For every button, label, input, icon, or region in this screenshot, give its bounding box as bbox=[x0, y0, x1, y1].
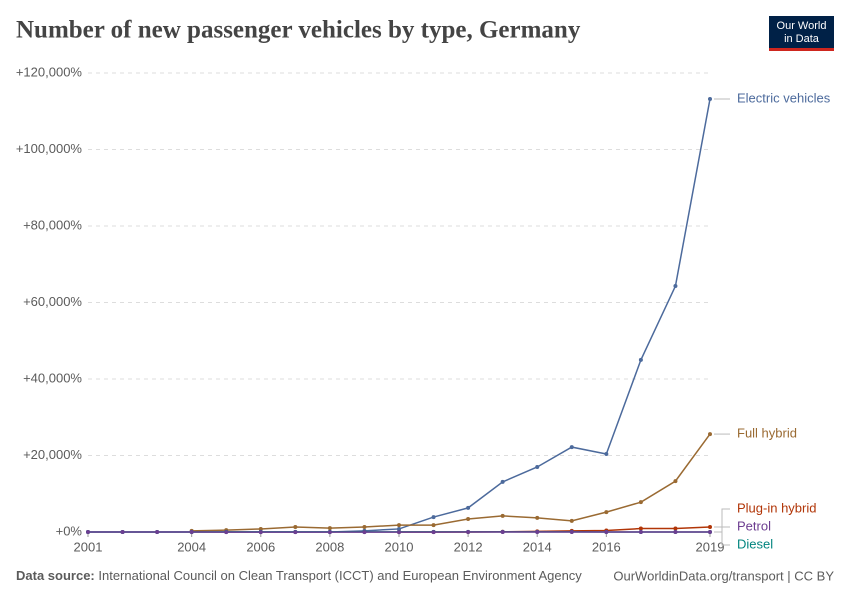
data-point bbox=[673, 284, 678, 289]
logo-box bbox=[769, 16, 834, 50]
data-point bbox=[535, 515, 540, 520]
x-tick-label: 2010 bbox=[385, 539, 414, 554]
data-point bbox=[673, 529, 678, 534]
data-point bbox=[327, 530, 332, 535]
source-text: International Council on Clean Transport… bbox=[98, 568, 582, 583]
data-point bbox=[466, 505, 471, 510]
x-tick-label: 2014 bbox=[523, 539, 552, 554]
credit[interactable]: OurWorldinData.org/transport | CC BY bbox=[613, 568, 834, 583]
label-connector bbox=[714, 508, 730, 528]
data-point bbox=[673, 479, 678, 484]
data-point bbox=[120, 530, 125, 535]
data-point bbox=[327, 526, 332, 531]
legend-label: Plug-in hybrid bbox=[737, 500, 817, 515]
data-point bbox=[604, 530, 609, 534]
data-point bbox=[224, 530, 229, 535]
data-point bbox=[500, 530, 505, 535]
source: Data source: International Council on Cl… bbox=[16, 568, 582, 583]
data-point bbox=[708, 529, 712, 534]
data-point bbox=[569, 518, 574, 523]
logo-text: in Data bbox=[784, 33, 820, 45]
data-point bbox=[500, 479, 505, 484]
data-point bbox=[569, 445, 574, 450]
y-tick-label: +80,000% bbox=[23, 217, 82, 232]
data-point bbox=[638, 529, 643, 534]
data-point bbox=[258, 530, 263, 535]
data-point bbox=[397, 523, 401, 528]
legend-label: Full hybrid bbox=[737, 426, 797, 441]
label-connector bbox=[714, 526, 730, 533]
y-tick-label: +0% bbox=[56, 523, 83, 538]
data-point bbox=[466, 516, 471, 521]
data-point bbox=[569, 530, 574, 535]
data-point bbox=[708, 525, 712, 530]
data-point bbox=[638, 500, 643, 505]
logo-text: Our World bbox=[777, 20, 827, 32]
y-tick-label: +100,000% bbox=[16, 141, 83, 156]
y-tick-label: +60,000% bbox=[23, 294, 82, 309]
data-point bbox=[362, 525, 367, 530]
data-point bbox=[604, 510, 609, 515]
y-tick-label: +40,000% bbox=[23, 370, 82, 385]
data-point bbox=[638, 526, 643, 531]
x-tick-label: 2016 bbox=[592, 539, 621, 554]
data-point bbox=[362, 530, 367, 535]
data-point bbox=[155, 530, 160, 535]
data-point bbox=[466, 530, 471, 535]
legend-label: Petrol bbox=[737, 518, 771, 533]
data-point bbox=[258, 526, 263, 531]
data-point bbox=[500, 513, 505, 518]
data-point bbox=[293, 530, 298, 535]
data-point bbox=[431, 530, 436, 535]
data-point bbox=[708, 97, 712, 102]
chart-title: Number of new passenger vehicles by type… bbox=[16, 17, 581, 44]
x-tick-label: 2008 bbox=[315, 539, 344, 554]
data-point bbox=[431, 523, 436, 528]
source-label: Data source: bbox=[16, 568, 95, 583]
y-tick-label: +20,000% bbox=[23, 447, 82, 462]
x-tick-label: 2019 bbox=[696, 539, 725, 554]
data-point bbox=[673, 526, 678, 531]
data-point bbox=[708, 432, 712, 437]
data-point bbox=[86, 530, 90, 534]
logo-bar bbox=[769, 48, 834, 51]
x-tick-label: 2004 bbox=[177, 539, 206, 554]
x-tick-label: 2012 bbox=[454, 539, 483, 554]
x-tick-label: 2006 bbox=[246, 539, 275, 554]
data-point bbox=[638, 357, 643, 362]
data-point bbox=[604, 451, 609, 456]
data-point bbox=[431, 515, 436, 520]
series-line bbox=[191, 433, 711, 532]
legend-label: Diesel bbox=[737, 536, 773, 551]
legend-label: Electric vehicles bbox=[737, 90, 831, 105]
data-point bbox=[397, 526, 401, 531]
data-point bbox=[535, 464, 540, 469]
data-point bbox=[189, 530, 194, 535]
x-tick-label: 2001 bbox=[74, 539, 103, 554]
data-point bbox=[535, 530, 540, 535]
data-point bbox=[397, 530, 401, 535]
logo[interactable]: Our World in Data bbox=[769, 16, 834, 51]
data-point bbox=[293, 525, 298, 530]
y-tick-label: +120,000% bbox=[16, 64, 83, 79]
